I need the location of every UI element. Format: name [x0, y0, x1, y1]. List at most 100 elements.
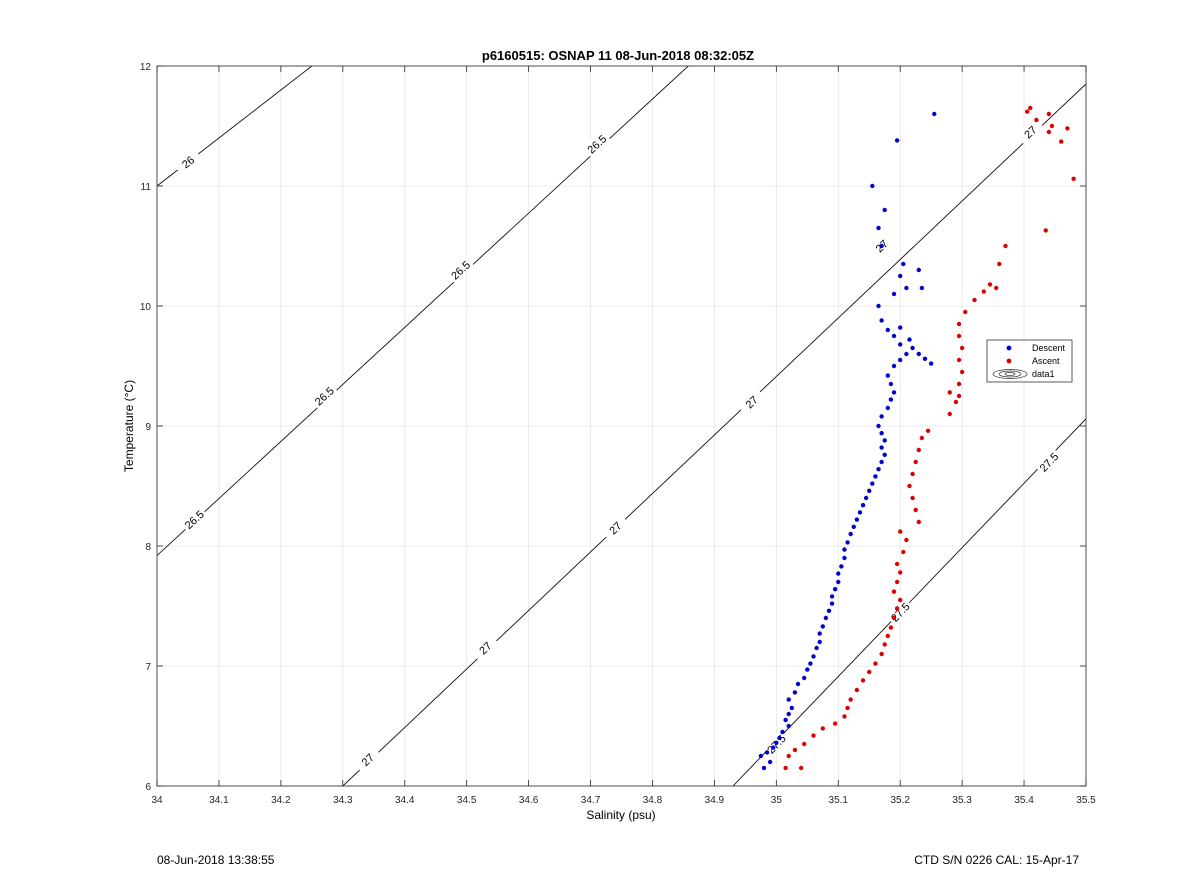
data-point	[845, 540, 850, 545]
data-point	[860, 503, 866, 508]
data-point	[792, 747, 798, 753]
data-point	[1046, 129, 1052, 135]
data-point	[882, 642, 887, 647]
legend-marker-descent	[1006, 345, 1012, 351]
data-point	[771, 745, 776, 750]
data-point	[898, 529, 903, 534]
data-point	[854, 687, 860, 693]
data-point	[925, 428, 931, 433]
data-point	[993, 285, 999, 291]
data-point	[814, 645, 819, 651]
data-point	[932, 111, 937, 117]
data-point	[795, 681, 801, 687]
data-point	[879, 318, 884, 323]
data-point	[811, 733, 816, 738]
data-point	[845, 705, 850, 711]
data-point	[842, 714, 847, 719]
data-point	[916, 351, 921, 357]
x-tick-label: 35.1	[829, 795, 849, 806]
data-point	[891, 390, 897, 395]
data-point	[882, 452, 887, 457]
series-ascent	[783, 105, 1076, 771]
x-tick-label: 34.2	[271, 795, 291, 806]
data-point	[910, 495, 915, 501]
series-descent	[758, 111, 937, 771]
data-point	[870, 183, 875, 189]
data-point	[910, 345, 915, 351]
data-point	[876, 303, 881, 309]
data-point	[904, 285, 909, 291]
data-point	[959, 345, 965, 351]
svg-text:26: 26	[180, 154, 197, 171]
y-tick-label: 10	[140, 302, 152, 313]
data-point	[808, 661, 813, 666]
data-point	[1024, 109, 1030, 114]
x-tick-label: 35.5	[1076, 795, 1096, 806]
isopycnal-label: 26	[173, 148, 202, 175]
data-point	[826, 608, 832, 613]
data-point	[1059, 139, 1064, 144]
data-point	[919, 435, 925, 441]
data-point	[916, 267, 921, 273]
data-point	[817, 631, 822, 636]
data-point	[885, 373, 891, 378]
data-point	[863, 495, 869, 501]
data-point	[910, 471, 915, 477]
data-point	[888, 397, 894, 402]
data-point	[898, 597, 903, 603]
data-point	[848, 697, 853, 702]
data-point	[904, 351, 909, 357]
data-point	[789, 705, 795, 711]
data-point	[817, 639, 822, 645]
data-point	[823, 615, 829, 621]
x-axis: 34 34.1 34.2 34.3 34.4 34.5 34.6 34.7 34.8 34.9 35…	[151, 66, 1096, 806]
data-point	[792, 690, 798, 695]
data-point	[786, 753, 791, 759]
x-tick-label: 34.6	[519, 795, 539, 806]
data-point	[891, 589, 897, 594]
x-axis-label: Salinity (psu)	[586, 808, 655, 822]
y-tick-label: 8	[145, 542, 151, 553]
data-point	[963, 309, 968, 315]
data-point	[867, 669, 872, 675]
data-point	[885, 633, 891, 639]
data-point	[956, 393, 962, 399]
data-point	[916, 447, 921, 453]
data-point	[783, 717, 788, 723]
y-tick-label: 12	[140, 62, 152, 73]
data-point	[894, 606, 900, 611]
data-point	[764, 750, 770, 755]
data-point	[842, 555, 847, 561]
legend-contour-icon	[992, 369, 1028, 379]
x-tick-label: 34.1	[209, 795, 229, 806]
data-point	[956, 357, 962, 363]
data-point	[882, 207, 887, 213]
data-point	[857, 510, 863, 515]
data-point	[891, 291, 897, 297]
data-point	[761, 765, 767, 771]
data-point	[786, 697, 791, 702]
data-point	[987, 282, 993, 287]
data-point	[774, 740, 779, 745]
data-point	[879, 459, 884, 465]
data-point	[894, 138, 900, 143]
y-tick-label: 9	[145, 422, 151, 433]
data-point	[873, 661, 878, 666]
data-point	[888, 625, 894, 630]
data-point	[901, 261, 906, 267]
y-tick-label: 11	[141, 182, 152, 193]
data-point	[802, 675, 807, 681]
data-point	[981, 289, 987, 294]
data-point	[842, 547, 847, 552]
data-point	[956, 381, 962, 387]
data-point	[947, 411, 952, 417]
data-point	[851, 524, 856, 529]
data-point	[1043, 228, 1048, 233]
legend-box	[986, 339, 1073, 383]
isopycnal-line	[342, 83, 1086, 786]
x-tick-label: 34.5	[457, 795, 477, 806]
data-point	[798, 765, 804, 771]
x-tick-label: 35.2	[890, 795, 910, 806]
legend-label-data1: data1	[1032, 369, 1055, 379]
